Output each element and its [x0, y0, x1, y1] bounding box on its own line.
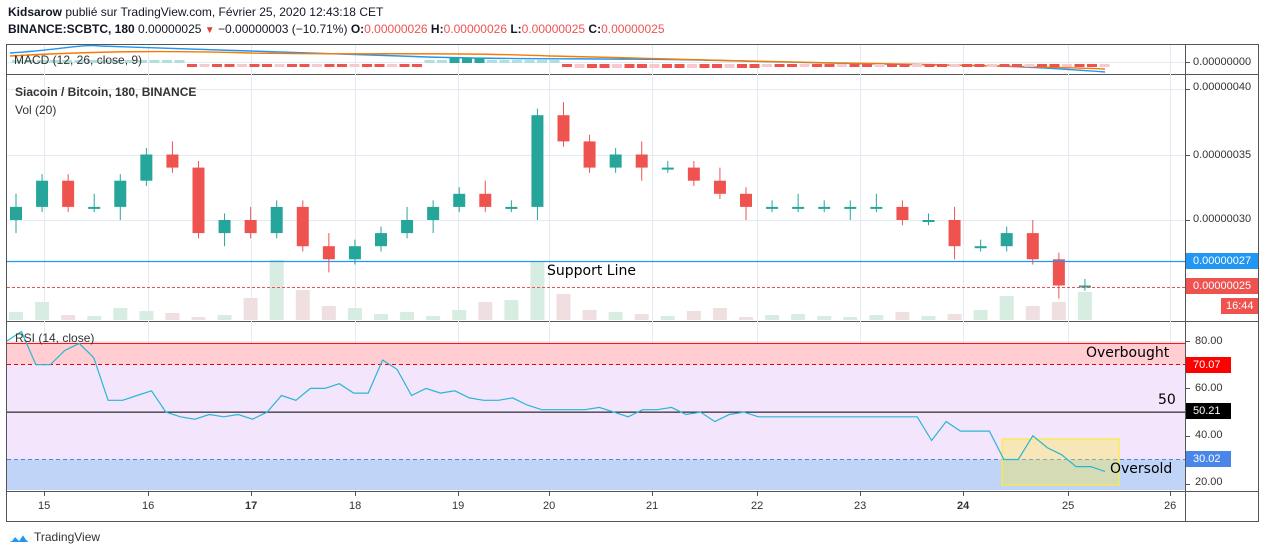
- macd-axis-value: 0.00000000: [1193, 56, 1252, 68]
- rsi-axis-tick: 80.00: [1195, 335, 1223, 347]
- rsi-mid-tag: 50.21: [1186, 403, 1231, 419]
- time-axis-tick: 19: [452, 500, 465, 512]
- tradingview-branding[interactable]: TradingView: [8, 530, 100, 544]
- rsi-axis-tick: 60.00: [1195, 382, 1223, 394]
- macd-label[interactable]: MACD (12, 26, close, 9): [14, 53, 143, 67]
- time-axis-tick: 25: [1062, 500, 1075, 512]
- time-axis-tick: 22: [751, 500, 764, 512]
- time-axis-tick: 26: [1164, 500, 1177, 512]
- rsi-label[interactable]: RSI (14, close): [15, 331, 95, 345]
- high-value: 0.00000026: [443, 22, 507, 36]
- symbol-label: BINANCE:SCBTC, 180: [8, 22, 135, 36]
- price-axis-tick: 0.00000040: [1193, 81, 1252, 93]
- time-axis-tick: 21: [646, 500, 659, 512]
- price-pane-title: Siacoin / Bitcoin, 180, BINANCE: [15, 85, 197, 99]
- last-price: 0.00000025: [138, 22, 202, 36]
- price-axis-tick: 0.00000030: [1193, 213, 1252, 225]
- time-axis-tick: 18: [349, 500, 362, 512]
- chart-header: Kidsarow publié sur TradingView.com, Fév…: [8, 4, 665, 39]
- volume-label[interactable]: Vol (20): [15, 103, 57, 117]
- rsi-overbought-tag: 70.07: [1186, 357, 1231, 373]
- support-line-label[interactable]: Support Line: [547, 263, 636, 279]
- time-axis-tick: 17: [245, 500, 258, 512]
- time-axis-tick: 23: [854, 500, 867, 512]
- open-value: 0.00000026: [364, 22, 428, 36]
- author-name[interactable]: Kidsarow: [8, 5, 63, 19]
- tradingview-logo-icon: [10, 532, 28, 542]
- rsi-axis-tick: 40.00: [1195, 429, 1223, 441]
- time-axis-tick: 15: [38, 500, 51, 512]
- close-label: C:: [588, 22, 602, 36]
- published-text: publié sur TradingView.com, Février 25, …: [65, 5, 384, 19]
- close-value: 0.00000025: [601, 22, 665, 36]
- open-label: O:: [350, 22, 365, 36]
- high-label: H:: [430, 22, 444, 36]
- support-price-tag: 0.00000027: [1186, 253, 1258, 269]
- price-axis-tick: 0.00000035: [1193, 149, 1252, 161]
- overbought-label[interactable]: Overbought: [1086, 345, 1170, 361]
- tradingview-label: TradingView: [34, 530, 101, 544]
- rsi-oversold-tag: 30.02: [1186, 451, 1231, 467]
- down-arrow-icon: ▼: [204, 25, 215, 36]
- low-label: L:: [510, 22, 522, 36]
- rsi-axis-tick: 20.00: [1195, 476, 1223, 488]
- price-change: −0.00000003 (−10.71%): [218, 22, 348, 36]
- symbol-line: BINANCE:SCBTC, 180 0.00000025 ▼ −0.00000…: [8, 21, 665, 39]
- time-axis-tick: 24: [957, 500, 970, 512]
- current-price-tag: 0.00000025: [1186, 278, 1258, 294]
- low-value: 0.00000025: [521, 22, 586, 36]
- fifty-label[interactable]: 50: [1158, 392, 1176, 408]
- oversold-label[interactable]: Oversold: [1110, 461, 1173, 477]
- time-axis-tick: 16: [142, 500, 155, 512]
- bar-countdown-tag: 16:44: [1221, 298, 1258, 314]
- time-axis-tick: 20: [543, 500, 556, 512]
